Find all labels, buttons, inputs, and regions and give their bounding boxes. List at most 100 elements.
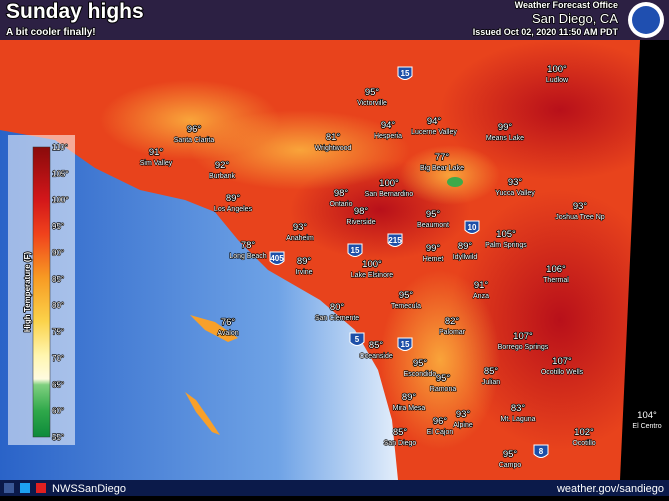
city-temp: 93° <box>456 409 471 420</box>
city-name: Ocotillo Wells <box>541 369 584 376</box>
city-temp: 89° <box>226 193 241 204</box>
header-bar <box>0 0 669 40</box>
city-temp: 106° <box>546 264 566 275</box>
city-name: Ocotillo <box>572 440 595 447</box>
footer-bar <box>0 480 669 496</box>
city-name: Yucca Valley <box>495 190 535 197</box>
city-name: Burbank <box>209 173 236 180</box>
city-name: Big Bear Lake <box>420 165 464 172</box>
city-temp: 96° <box>433 416 448 427</box>
city-name: Riverside <box>346 219 375 226</box>
city-name: Avalon <box>217 330 238 337</box>
legend-label: 65° <box>52 380 64 389</box>
city-temp: 100° <box>362 259 382 270</box>
city-temp: 89° <box>297 256 312 267</box>
twitter-icon[interactable] <box>20 483 30 493</box>
legend-label: 105° <box>52 169 69 178</box>
city-temp: 82° <box>445 316 460 327</box>
island <box>185 392 220 435</box>
cool-area <box>400 145 500 205</box>
legend-label: 75° <box>52 328 64 337</box>
no-data <box>620 40 669 480</box>
city-temp: 95° <box>399 290 414 301</box>
legend-label: 85° <box>52 275 64 284</box>
city-temp: 95° <box>413 358 428 369</box>
legend-label: 55° <box>52 433 64 442</box>
city-temp: 100° <box>547 64 567 75</box>
city-temp: 85° <box>484 366 499 377</box>
island <box>190 315 238 342</box>
city-temp: 93° <box>508 177 523 188</box>
city-name: Long Beach <box>229 253 266 260</box>
social-handle[interactable]: NWSSanDiego <box>52 483 126 495</box>
city-name: Idyllwild <box>453 254 478 261</box>
city-name: Mt. Laguna <box>500 416 535 423</box>
highway-number: 405 <box>270 254 284 263</box>
city-name: Lucerne Valley <box>411 129 457 136</box>
city-name: Alpine <box>453 422 473 429</box>
legend-label: 70° <box>52 354 64 363</box>
city-temp: 96° <box>187 124 202 135</box>
city-temp: 107° <box>513 331 533 342</box>
city-name: Los Angeles <box>214 206 253 213</box>
city-name: Anaheim <box>286 235 314 242</box>
highway-shield <box>269 251 285 265</box>
city-name: El Cajon <box>427 429 454 436</box>
city-name: Anza <box>473 293 489 300</box>
city-temp: 91° <box>149 147 164 158</box>
facebook-icon[interactable] <box>4 483 14 493</box>
city-temp: 91° <box>474 280 489 291</box>
city-name: Palomar <box>439 329 466 336</box>
city-name: Oceanside <box>359 353 393 360</box>
legend-label: 60° <box>52 407 64 416</box>
issued: Issued Oct 02, 2020 11:50 AM PDT <box>473 27 619 37</box>
highway-shield <box>533 444 549 458</box>
city-name: Irvine <box>295 269 312 276</box>
highway-shield <box>397 337 413 351</box>
city-temp: 94° <box>381 120 396 131</box>
subtitle: A bit cooler finally! <box>6 27 96 38</box>
city-temp: 95° <box>426 209 441 220</box>
city-name: Ontario <box>330 201 353 208</box>
city-temp: 78° <box>241 240 256 251</box>
city-temp: 100° <box>379 178 399 189</box>
city-name: Borrego Springs <box>498 344 549 351</box>
city-temp: 77° <box>435 152 450 163</box>
city-name: El Centro <box>632 423 661 430</box>
city-temp: 76° <box>221 317 236 328</box>
city-temp: 102° <box>574 427 594 438</box>
city-name: Escondido <box>404 371 437 378</box>
city-temp: 107° <box>552 356 572 367</box>
city-name: Wrightwood <box>315 145 352 152</box>
city-temp: 92° <box>215 160 230 171</box>
city-name: San Clemente <box>315 315 359 322</box>
city-name: Joshua Tree Np <box>555 214 605 221</box>
city-name: Julian <box>482 379 500 386</box>
city-temp: 85° <box>369 340 384 351</box>
city-name: Beaumont <box>417 222 449 229</box>
highway-number: 15 <box>401 69 410 78</box>
city-name: Santa Clarita <box>174 137 215 144</box>
city-name: San Diego <box>384 440 417 447</box>
city-name: Hemet <box>423 256 444 263</box>
city-temp: 93° <box>573 201 588 212</box>
city-temp: 95° <box>503 449 518 460</box>
city-temp: 98° <box>334 188 349 199</box>
website[interactable]: weather.gov/sandiego <box>556 483 664 495</box>
heat-area <box>450 190 669 450</box>
mountain-cool <box>447 177 463 187</box>
city-name: Palm Springs <box>485 242 527 249</box>
city-temp: 94° <box>427 116 442 127</box>
highway-number: 15 <box>351 246 360 255</box>
highway-shield <box>349 332 365 346</box>
city-name: Sim Valley <box>140 160 173 167</box>
highway-shield <box>387 233 403 247</box>
title: Sunday highs <box>6 0 144 23</box>
city-name: Hesperia <box>374 133 402 140</box>
location: San Diego, CA <box>532 11 618 26</box>
youtube-icon[interactable] <box>36 483 46 493</box>
city-temp: 95° <box>365 87 380 98</box>
cool-area <box>100 80 280 160</box>
city-name: Lake Elsinore <box>351 272 394 279</box>
office: Weather Forecast Office <box>515 0 618 10</box>
